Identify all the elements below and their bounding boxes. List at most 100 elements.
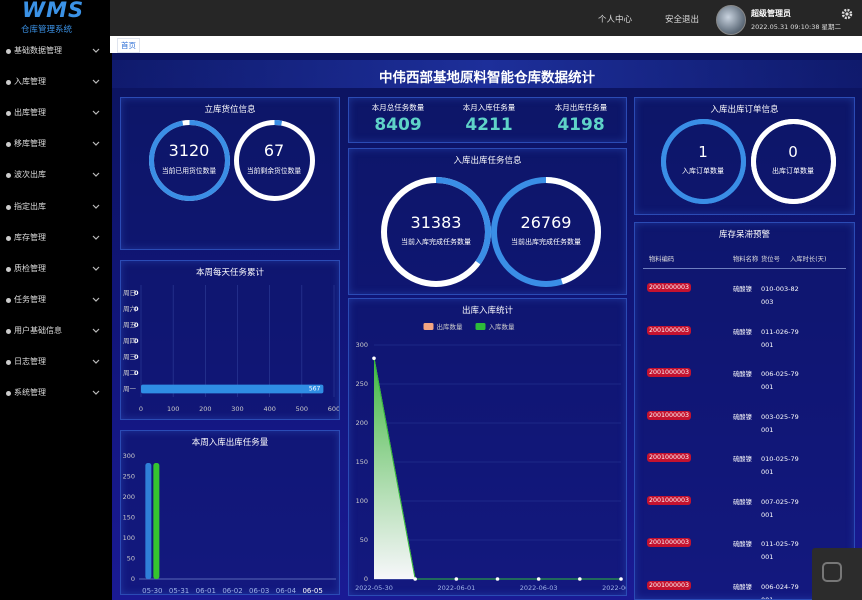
avatar[interactable] [716,5,746,35]
chevron [92,297,100,302]
material-name: 硫酸镍 [733,541,752,548]
menu-item[interactable]: 出库管理 [0,106,110,122]
x-tick-label: 200 [199,405,211,413]
chevron [92,204,100,209]
y-tick-label: 周六 [123,304,137,313]
y-tick-label: 250 [123,473,135,481]
point [495,577,500,581]
panel-title: 本周每天任务累计 [195,268,264,278]
ring-label: 当前剩余货位数量 [246,167,302,175]
material-name: 硫酸镍 [733,286,752,293]
value-label: 0 [134,353,139,361]
menu-item[interactable]: 移库管理 [0,137,110,153]
top-link[interactable]: 安全退出 [665,15,700,25]
settings-icon[interactable] [841,8,853,20]
point [536,577,541,581]
location: 003-025-79001 [761,412,799,434]
widget-icon [822,562,842,582]
ring [148,119,230,201]
chevron [92,359,100,364]
ring [750,118,836,204]
value-label: 0 [134,305,139,313]
code-badge: 2001000003 [647,580,692,590]
x-tick-label: 600 [328,405,339,413]
logo-subtitle: 仓库管理系统 [21,25,73,35]
line [373,358,621,580]
x-tick-label: 06-01 [196,587,216,594]
stat-label: 本月总任务数量 [371,103,425,112]
y-tick-label: 250 [356,380,368,388]
value-label: 0 [134,289,139,297]
material-name: 硫酸镍 [733,371,752,378]
chart: 0 50 100 150 200 250 300 2022-05-30 2022-06-01 20… [355,322,626,592]
line [373,358,621,580]
menu-item[interactable]: 指定出库 [0,200,110,216]
menu-icon [6,360,11,365]
menu-item[interactable]: 质检管理 [0,262,110,278]
ring-value: 1 [698,143,708,161]
menu-item[interactable]: 任务管理 [0,293,110,309]
menu-label: 波次出库 [14,170,46,180]
stat-label: 本月入库任务量 [462,103,516,112]
panel-title: 出库入库统计 [461,306,513,316]
menu-label: 入库管理 [14,77,46,87]
bar [145,462,152,579]
legend-swatch [475,323,486,330]
x-tick-label: 2022-06-01 [437,584,475,592]
code-badge: 2001000003 [647,410,692,420]
menu-item[interactable]: 日志管理 [0,355,110,371]
x-tick-label: 400 [263,405,275,413]
menu-item[interactable]: 系统管理 [0,386,110,402]
ring-value: 26769 [520,213,572,232]
chevron [92,48,100,53]
chevron [92,172,100,178]
menu-label: 库存管理 [14,232,46,242]
point [372,356,376,361]
ring [381,177,491,287]
menu-label: 系统管理 [14,388,46,398]
legend-label: 入库数量 [489,322,516,331]
chevron [92,141,100,147]
point [454,577,459,581]
tasks-panel: 入库出库任务信息 31383 当前入库完成任务数量 26769 当前出库完成任务数量 [348,148,627,295]
x-tick-label: 06-04 [276,587,297,594]
x-tick-label: 06-02 [222,587,242,594]
chevron [92,390,100,395]
y-tick-label: 0 [131,575,135,583]
menu-item[interactable]: 基础数据管理 [0,44,110,60]
x-tick-label: 2022-06-03 [520,584,558,592]
menu-item[interactable]: 用户基础信息 [0,324,110,340]
ring-label: 当前入库完成任务数量 [401,238,471,246]
stat-value: 4198 [557,115,605,135]
chart-panel: 出库入库统计 0 50 100 150 200 250 300 2022-05-30 2022-0… [348,298,627,596]
menu-item[interactable]: 库存管理 [0,231,110,247]
ring-label: 入库订单数量 [682,167,724,175]
panel-title: 本周入库出库任务量 [191,438,269,448]
monthly-panel: 本月总任务数量 8409 本月入库任务量 4211 本月出库任务量 4198 [348,97,627,143]
y-tick-label: 200 [356,419,368,427]
material-name: 硫酸镍 [733,413,752,421]
orders-panel: 入库出库订单信息 1 入库订单数量 0 出库订单数量 [634,97,855,215]
y-tick-label: 100 [123,534,135,542]
sidebar: WMS 仓库管理系统 基础数据管理 入库管理 出库管理 移库管理 波次出库 指定出库 库存管理质… [0,0,110,600]
code-badge: 2001000003 [647,538,692,547]
menu-label: 出库管理 [14,108,46,118]
tab[interactable]: 首页 [117,38,140,53]
table-header: 入库时长(天) [790,256,827,263]
menu-item[interactable]: 波次出库 [0,168,110,184]
y-tick-label: 50 [127,555,135,563]
ring-value: 0 [788,143,798,161]
menu-item[interactable]: 入库管理 [0,75,110,91]
x-tick-label: 2022-06-05 [602,584,626,592]
x-tick-label: 06-05 [302,587,322,594]
chevron [92,79,100,84]
floating-widget[interactable] [812,548,862,600]
top-link[interactable]: 个人中心 [598,15,633,25]
panel-title: 入库出库任务信息 [453,156,522,166]
x-tick-label: 500 [296,405,308,413]
y-tick-label: 150 [123,514,135,522]
code-badge: 2001000003 [647,453,692,462]
location: 010-003-82003 [761,285,799,306]
chevron [92,110,100,116]
